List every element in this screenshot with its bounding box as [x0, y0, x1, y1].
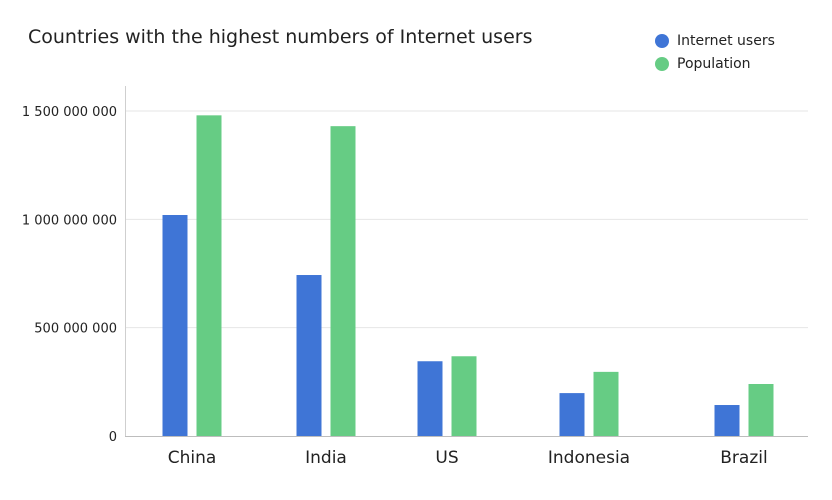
legend-label-population: Population	[677, 55, 751, 72]
bar-internet-users-china	[162, 215, 188, 436]
bar-internet-users-india	[296, 275, 322, 436]
x-tick-label: Indonesia	[548, 448, 630, 468]
bar-population-brazil	[748, 384, 774, 436]
x-tick-label: India	[305, 448, 347, 468]
bar-population-china	[196, 115, 222, 436]
chart-title: Countries with the highest numbers of In…	[28, 26, 533, 48]
legend-swatch-internet-users	[655, 33, 669, 48]
bar-population-us	[451, 356, 477, 436]
y-tick-label: 1 000 000 000	[22, 213, 117, 228]
chart-legend: Internet users Population	[655, 29, 775, 75]
bar-internet-users-indonesia	[559, 393, 585, 436]
bar-internet-users-us	[417, 361, 443, 436]
bar-internet-users-brazil	[714, 405, 740, 436]
x-tick-label: China	[168, 448, 217, 468]
x-tick-label: Brazil	[720, 448, 767, 468]
bar-population-india	[330, 126, 356, 437]
legend-item-population: Population	[655, 52, 775, 75]
x-tick-label: US	[435, 448, 458, 468]
y-tick-label: 500 000 000	[34, 322, 117, 337]
bar-population-indonesia	[593, 371, 619, 436]
legend-swatch-population	[655, 56, 669, 71]
legend-label-internet-users: Internet users	[677, 32, 775, 49]
legend-item-internet-users: Internet users	[655, 29, 775, 52]
y-tick-label: 1 500 000 000	[22, 105, 117, 120]
y-tick-label: 0	[109, 430, 117, 445]
